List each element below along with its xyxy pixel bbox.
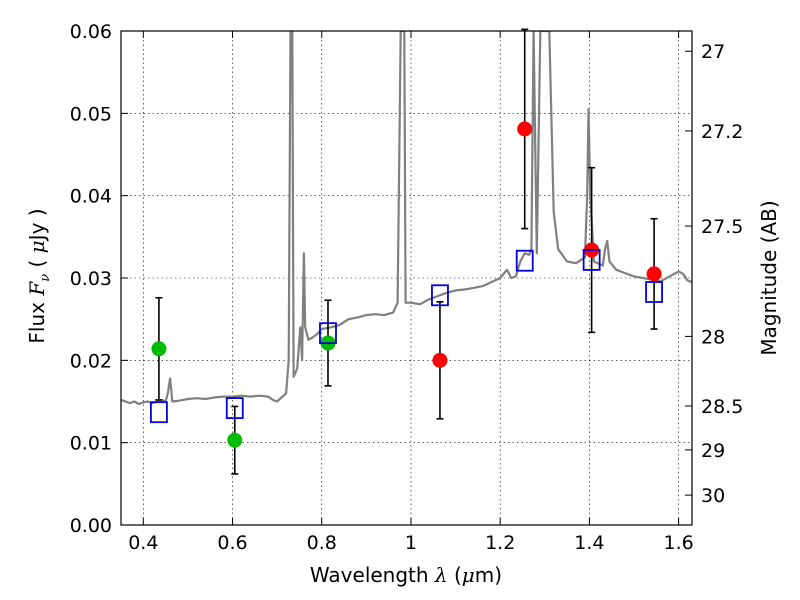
x-axis-label: Wavelength λ (μm) — [310, 563, 502, 587]
magnitude-axis-label: Magnitude (AB) — [757, 200, 781, 355]
x-tick-label: 0.6 — [217, 532, 247, 554]
spectrum-line — [121, 31, 692, 406]
error-bars — [155, 28, 658, 475]
data-point-circle — [646, 266, 662, 282]
magnitude-tick-label: 27.5 — [701, 216, 743, 238]
x-tick-label: 1.4 — [574, 532, 604, 554]
y-tick-label: 0.05 — [70, 103, 112, 125]
magnitude-tick-label: 27 — [701, 41, 725, 63]
model-spectrum — [121, 31, 692, 406]
x-tick-label: 1.2 — [485, 532, 515, 554]
magnitude-tick-label: 28 — [701, 326, 725, 348]
magnitude-axis-ticks: 27 27.2 27.5 28 28.5 29 30 — [685, 41, 743, 507]
magnitude-tick-label: 30 — [701, 485, 725, 507]
x-tick-label: 0.8 — [307, 532, 337, 554]
y-tick-label: 0.00 — [70, 515, 112, 537]
model-point-square — [319, 322, 337, 345]
model-point-square — [515, 249, 534, 272]
model-point-square — [582, 248, 601, 271]
data-point-circle — [517, 121, 533, 137]
data-markers — [150, 121, 663, 448]
x-tick-label: 1 — [405, 532, 417, 554]
y-axis-ticks: 0.00 0.01 0.02 0.03 0.04 0.05 0.06 — [70, 21, 128, 537]
y-tick-label: 0.04 — [70, 186, 112, 208]
y-axis-label: Flux Fν ( μJy ) — [25, 208, 53, 343]
model-point-square — [150, 401, 168, 424]
magnitude-tick-label: 29 — [701, 440, 725, 462]
y-tick-label: 0.01 — [70, 433, 112, 455]
data-point-circle — [432, 352, 448, 368]
model-point-square — [225, 397, 244, 419]
model-point-square — [645, 281, 663, 303]
x-axis-ticks: 0.4 0.6 0.8 1 1.2 1.4 1.6 — [128, 31, 694, 554]
data-point-circle — [227, 432, 243, 448]
x-tick-label: 1.6 — [664, 532, 694, 554]
model-point-square — [431, 284, 449, 307]
magnitude-tick-label: 28.5 — [701, 396, 743, 418]
magnitude-tick-label: 27.2 — [701, 121, 743, 143]
data-point-circle — [151, 341, 167, 357]
y-tick-label: 0.06 — [70, 21, 112, 43]
y-tick-label: 0.03 — [70, 268, 112, 290]
x-tick-label: 0.4 — [128, 532, 158, 554]
y-tick-label: 0.02 — [70, 350, 112, 372]
